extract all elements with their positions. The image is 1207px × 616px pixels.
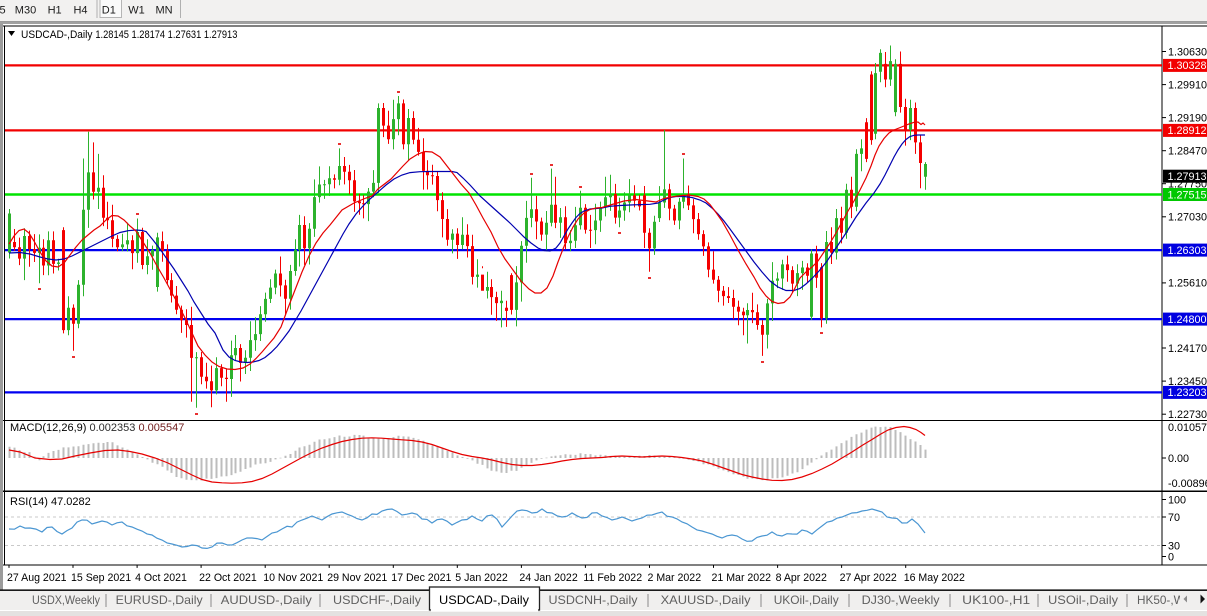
svg-text:D1: D1 <box>102 5 116 17</box>
svg-text:H1: H1 <box>48 5 62 17</box>
svg-text:-0.00896: -0.00896 <box>1168 478 1207 490</box>
svg-text:1.30328: 1.30328 <box>1168 60 1207 72</box>
svg-text:1.25610: 1.25610 <box>1168 278 1207 290</box>
svg-text:1.23450: 1.23450 <box>1168 376 1207 388</box>
svg-text:USDX,Weekly: USDX,Weekly <box>32 593 100 607</box>
svg-text:H4: H4 <box>73 5 87 17</box>
svg-text:2 Mar 2022: 2 Mar 2022 <box>648 572 702 584</box>
svg-text:27 Apr 2022: 27 Apr 2022 <box>840 572 897 584</box>
svg-text:1.27913: 1.27913 <box>1168 171 1207 183</box>
svg-text:1.29190: 1.29190 <box>1168 112 1207 124</box>
svg-text:AUDUSD-,Daily: AUDUSD-,Daily <box>221 593 312 607</box>
svg-text:5: 5 <box>0 5 6 17</box>
svg-text:DJ30-,Weekly: DJ30-,Weekly <box>862 593 940 607</box>
svg-text:1.27030: 1.27030 <box>1168 212 1207 224</box>
svg-text:21 Mar 2022: 21 Mar 2022 <box>712 572 772 584</box>
svg-text:1.24170: 1.24170 <box>1168 343 1207 355</box>
svg-text:17 Dec 2021: 17 Dec 2021 <box>391 572 451 584</box>
svg-text:16 May 2022: 16 May 2022 <box>904 572 965 584</box>
svg-text:USDCHF-,Daily: USDCHF-,Daily <box>333 593 421 607</box>
svg-text:30: 30 <box>1168 540 1180 552</box>
svg-text:10 Nov 2021: 10 Nov 2021 <box>263 572 323 584</box>
svg-text:W1: W1 <box>128 5 145 17</box>
svg-text:15 Sep 2021: 15 Sep 2021 <box>71 572 131 584</box>
svg-text:8 Apr 2022: 8 Apr 2022 <box>776 572 827 584</box>
svg-text:1.26303: 1.26303 <box>1168 245 1207 257</box>
svg-text:27 Aug 2021: 27 Aug 2021 <box>7 572 67 584</box>
svg-text:70: 70 <box>1168 512 1180 524</box>
svg-text:11 Feb 2022: 11 Feb 2022 <box>583 572 642 584</box>
svg-text:UK100-,H1: UK100-,H1 <box>962 593 1030 607</box>
svg-text:100: 100 <box>1168 494 1186 506</box>
svg-text:1.29910: 1.29910 <box>1168 79 1207 91</box>
svg-text:USDCNH-,Daily: USDCNH-,Daily <box>549 593 638 607</box>
svg-text:MN: MN <box>155 5 172 17</box>
svg-text:29 Nov 2021: 29 Nov 2021 <box>327 572 387 584</box>
svg-text:RSI(14) 47.0282: RSI(14) 47.0282 <box>10 496 91 508</box>
svg-text:M30: M30 <box>15 5 36 17</box>
svg-text:USDCAD-,Daily: USDCAD-,Daily <box>21 29 93 41</box>
svg-text:1.28145 1.28174 1.27631 1.2791: 1.28145 1.28174 1.27631 1.27913 <box>95 29 237 41</box>
svg-text:0: 0 <box>1168 551 1174 563</box>
svg-text:4 Oct 2021: 4 Oct 2021 <box>135 572 187 584</box>
svg-text:1.28912: 1.28912 <box>1168 125 1207 137</box>
svg-text:USDCAD-,Daily: USDCAD-,Daily <box>439 593 529 607</box>
svg-text:UKOil-,Daily: UKOil-,Daily <box>774 593 839 607</box>
svg-text:XAUUSD-,Daily: XAUUSD-,Daily <box>661 593 751 607</box>
svg-text:24 Jan 2022: 24 Jan 2022 <box>519 572 577 584</box>
svg-text:1.22730: 1.22730 <box>1168 409 1207 421</box>
svg-text:EURUSD-,Daily: EURUSD-,Daily <box>116 593 203 607</box>
svg-text:1.24800: 1.24800 <box>1168 314 1207 326</box>
svg-text:1.30630: 1.30630 <box>1168 46 1207 58</box>
svg-text:1.27515: 1.27515 <box>1168 189 1207 201</box>
svg-text:1.28470: 1.28470 <box>1168 146 1207 158</box>
svg-text:5 Jan 2022: 5 Jan 2022 <box>455 572 508 584</box>
svg-text:0.010578: 0.010578 <box>1168 422 1207 434</box>
svg-text:1.23203: 1.23203 <box>1168 387 1207 399</box>
svg-text:0.00: 0.00 <box>1168 453 1189 465</box>
svg-text:22 Oct 2021: 22 Oct 2021 <box>199 572 257 584</box>
svg-text:MACD(12,26,9) 0.002353 0.00554: MACD(12,26,9) 0.002353 0.005547 <box>10 422 184 434</box>
svg-text:USOil-,Daily: USOil-,Daily <box>1048 593 1118 607</box>
